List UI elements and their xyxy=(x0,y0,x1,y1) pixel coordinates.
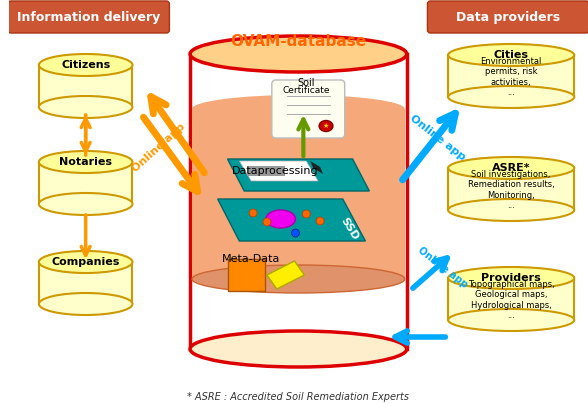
FancyBboxPatch shape xyxy=(247,166,285,176)
Ellipse shape xyxy=(39,151,132,173)
Circle shape xyxy=(302,210,310,218)
Ellipse shape xyxy=(190,36,407,72)
Ellipse shape xyxy=(190,331,407,367)
Ellipse shape xyxy=(39,251,132,273)
FancyBboxPatch shape xyxy=(448,168,574,210)
Ellipse shape xyxy=(266,210,296,228)
Text: Soil investigations,
Remediation results,
Monitoring,
...: Soil investigations, Remediation results… xyxy=(468,170,554,210)
FancyBboxPatch shape xyxy=(190,54,407,349)
Ellipse shape xyxy=(448,267,574,289)
Polygon shape xyxy=(228,159,369,191)
Ellipse shape xyxy=(448,86,574,108)
Ellipse shape xyxy=(448,199,574,221)
FancyBboxPatch shape xyxy=(39,162,132,204)
Ellipse shape xyxy=(319,120,333,131)
FancyBboxPatch shape xyxy=(192,109,405,279)
Text: Companies: Companies xyxy=(52,257,120,267)
Text: Dataprocessing: Dataprocessing xyxy=(232,166,318,176)
Text: Certificate: Certificate xyxy=(283,86,330,95)
Text: ASRE*: ASRE* xyxy=(492,163,530,173)
Ellipse shape xyxy=(39,293,132,315)
FancyBboxPatch shape xyxy=(448,55,574,97)
Circle shape xyxy=(316,217,324,225)
Text: Soil: Soil xyxy=(298,78,315,88)
Circle shape xyxy=(263,218,271,226)
Text: Topographical maps,
Geological maps,
Hydrological maps,
...: Topographical maps, Geological maps, Hyd… xyxy=(468,280,554,320)
Text: Citizens: Citizens xyxy=(61,60,111,70)
FancyBboxPatch shape xyxy=(427,1,588,33)
Polygon shape xyxy=(218,199,365,241)
Text: Notaries: Notaries xyxy=(59,157,112,167)
FancyBboxPatch shape xyxy=(39,262,132,304)
Text: Online app: Online app xyxy=(407,114,467,163)
Ellipse shape xyxy=(192,265,405,293)
Text: ★: ★ xyxy=(323,123,329,129)
Text: Information delivery: Information delivery xyxy=(17,11,161,23)
Ellipse shape xyxy=(448,44,574,66)
FancyBboxPatch shape xyxy=(272,80,345,138)
Ellipse shape xyxy=(39,193,132,215)
Circle shape xyxy=(292,229,299,237)
Polygon shape xyxy=(267,261,305,289)
Text: * ASRE : Accredited Soil Remediation Experts: * ASRE : Accredited Soil Remediation Exp… xyxy=(188,392,409,402)
FancyBboxPatch shape xyxy=(448,278,574,320)
Text: Providers: Providers xyxy=(482,273,541,283)
Text: Online app: Online app xyxy=(416,246,469,290)
Text: Meta-Data: Meta-Data xyxy=(222,254,280,264)
Polygon shape xyxy=(310,161,323,174)
Polygon shape xyxy=(239,161,318,181)
Text: Environmental
permits, risk
activities,
...: Environmental permits, risk activities, … xyxy=(480,57,542,97)
Circle shape xyxy=(249,209,257,217)
Ellipse shape xyxy=(39,54,132,76)
Text: Online app: Online app xyxy=(130,122,187,174)
FancyBboxPatch shape xyxy=(39,65,132,107)
FancyBboxPatch shape xyxy=(8,1,169,33)
Text: Cities: Cities xyxy=(494,50,529,60)
Text: SSD: SSD xyxy=(339,216,360,242)
Ellipse shape xyxy=(39,96,132,118)
Text: OVAM-database: OVAM-database xyxy=(230,34,366,50)
Text: Data providers: Data providers xyxy=(456,11,560,23)
Ellipse shape xyxy=(192,95,405,123)
Ellipse shape xyxy=(448,157,574,179)
Ellipse shape xyxy=(448,309,574,331)
FancyBboxPatch shape xyxy=(228,259,265,291)
